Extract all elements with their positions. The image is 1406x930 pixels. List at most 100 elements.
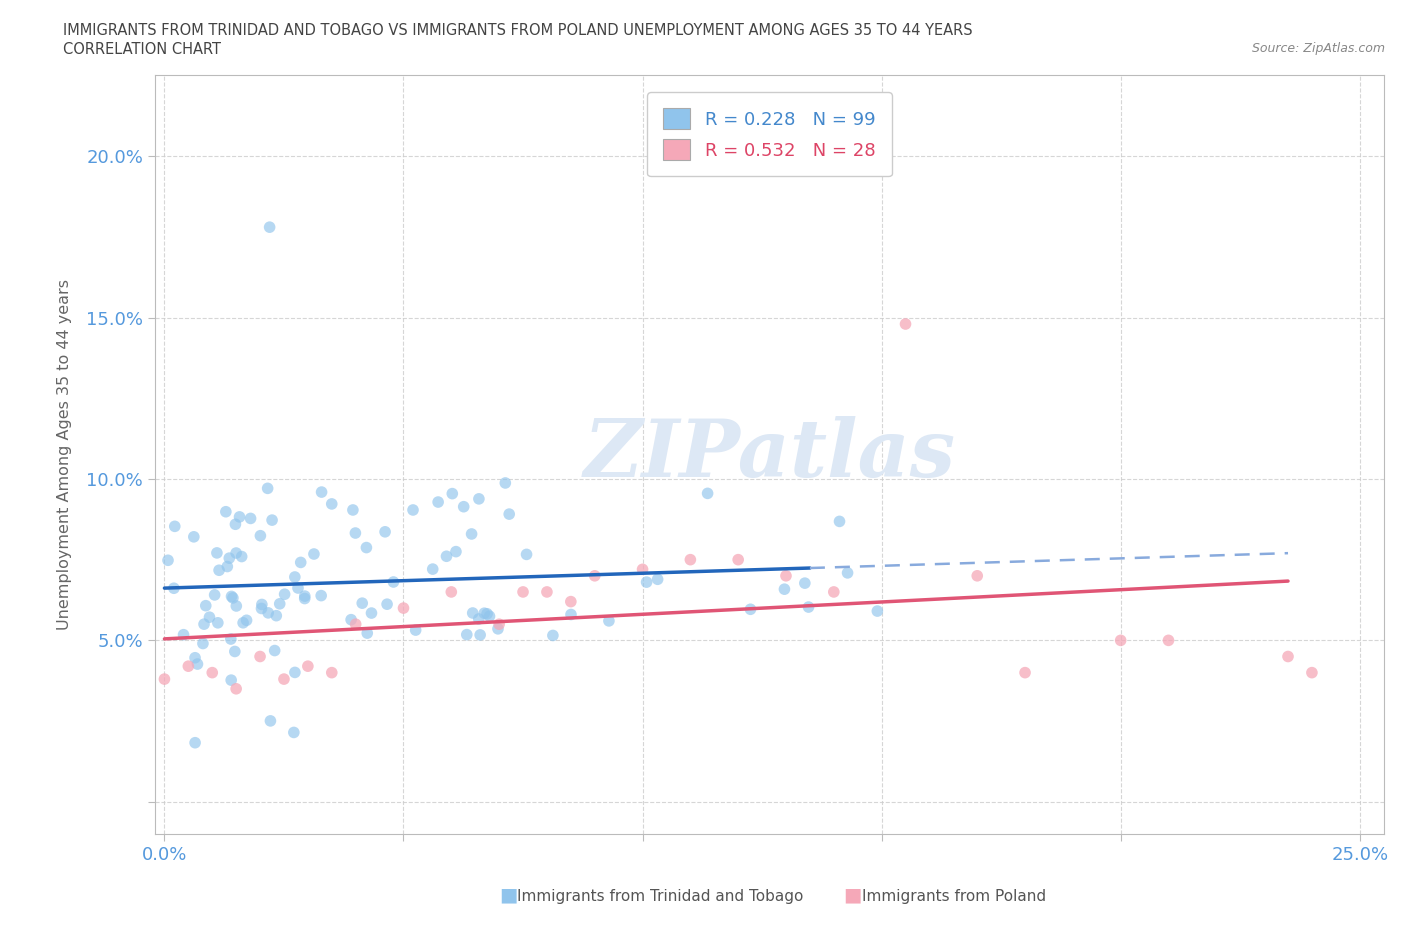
Text: ZIPatlas: ZIPatlas [583,416,955,494]
Point [427,495,450,510]
Point [222,591,245,605]
Point [269,596,291,611]
Point [560,607,582,622]
Point [356,540,378,555]
Point [460,526,482,541]
Point [583,568,606,583]
Point [177,658,200,673]
Point [793,576,815,591]
Point [374,525,396,539]
Point [186,657,208,671]
Point [250,601,273,616]
Point [679,552,702,567]
Point [1109,633,1132,648]
Point [1014,665,1036,680]
Point [441,486,464,501]
Point [239,511,262,525]
Point [294,591,316,606]
Point [468,612,491,627]
Point [259,713,281,728]
Point [344,525,367,540]
Point [453,499,475,514]
Point [232,616,254,631]
Point [472,605,495,620]
Point [440,584,463,599]
Point [266,608,288,623]
Point [541,628,564,643]
Point [249,528,271,543]
Text: IMMIGRANTS FROM TRINIDAD AND TOBAGO VS IMMIGRANTS FROM POLAND UNEMPLOYMENT AMONG: IMMIGRANTS FROM TRINIDAD AND TOBAGO VS I… [63,23,973,38]
Point [837,565,859,580]
Point [823,584,845,599]
Point [217,559,239,574]
Point [461,605,484,620]
Text: Immigrants from Trinidad and Tobago: Immigrants from Trinidad and Tobago [517,889,804,904]
Point [773,582,796,597]
Text: CORRELATION CHART: CORRELATION CHART [63,42,221,57]
Point [405,623,427,638]
Point [283,725,305,740]
Point [198,610,221,625]
Point [250,597,273,612]
Point [894,316,917,331]
Point [536,584,558,599]
Point [218,551,240,565]
Text: Immigrants from Poland: Immigrants from Poland [862,889,1046,904]
Point [311,485,333,499]
Point [215,504,238,519]
Point [231,549,253,564]
Point [344,617,367,631]
Point [225,546,247,561]
Point [392,601,415,616]
Text: ■: ■ [844,885,862,904]
Point [163,519,186,534]
Point [294,589,316,604]
Point [207,616,229,631]
Point [259,219,281,234]
Point [382,575,405,590]
Point [224,644,246,659]
Point [221,589,243,604]
Point [560,594,582,609]
Point [340,612,363,627]
Point [512,584,534,599]
Point [444,544,467,559]
Point [219,672,242,687]
Point [219,631,242,646]
Point [478,609,501,624]
Point [498,507,520,522]
Point [360,605,382,620]
Point [249,649,271,664]
Point [225,599,247,614]
Point [966,568,988,583]
Point [321,497,343,512]
Point [352,596,374,611]
Point [284,569,307,584]
Point [201,665,224,680]
Point [321,665,343,680]
Point [262,512,284,527]
Point [494,475,516,490]
Point [194,598,217,613]
Point [516,547,538,562]
Point [1157,633,1180,648]
Point [468,491,491,506]
Point [598,614,620,629]
Point [422,562,444,577]
Y-axis label: Unemployment Among Ages 35 to 44 years: Unemployment Among Ages 35 to 44 years [58,279,72,631]
Point [287,580,309,595]
Point [486,621,509,636]
Point [173,627,195,642]
Point [436,549,458,564]
Point [475,606,498,621]
Point [193,617,215,631]
Point [696,486,718,501]
Point [297,658,319,673]
Point [290,555,312,570]
Point [183,529,205,544]
Point [775,568,797,583]
Point [1277,649,1299,664]
Point [153,671,176,686]
Point [273,587,295,602]
Text: ■: ■ [499,885,517,904]
